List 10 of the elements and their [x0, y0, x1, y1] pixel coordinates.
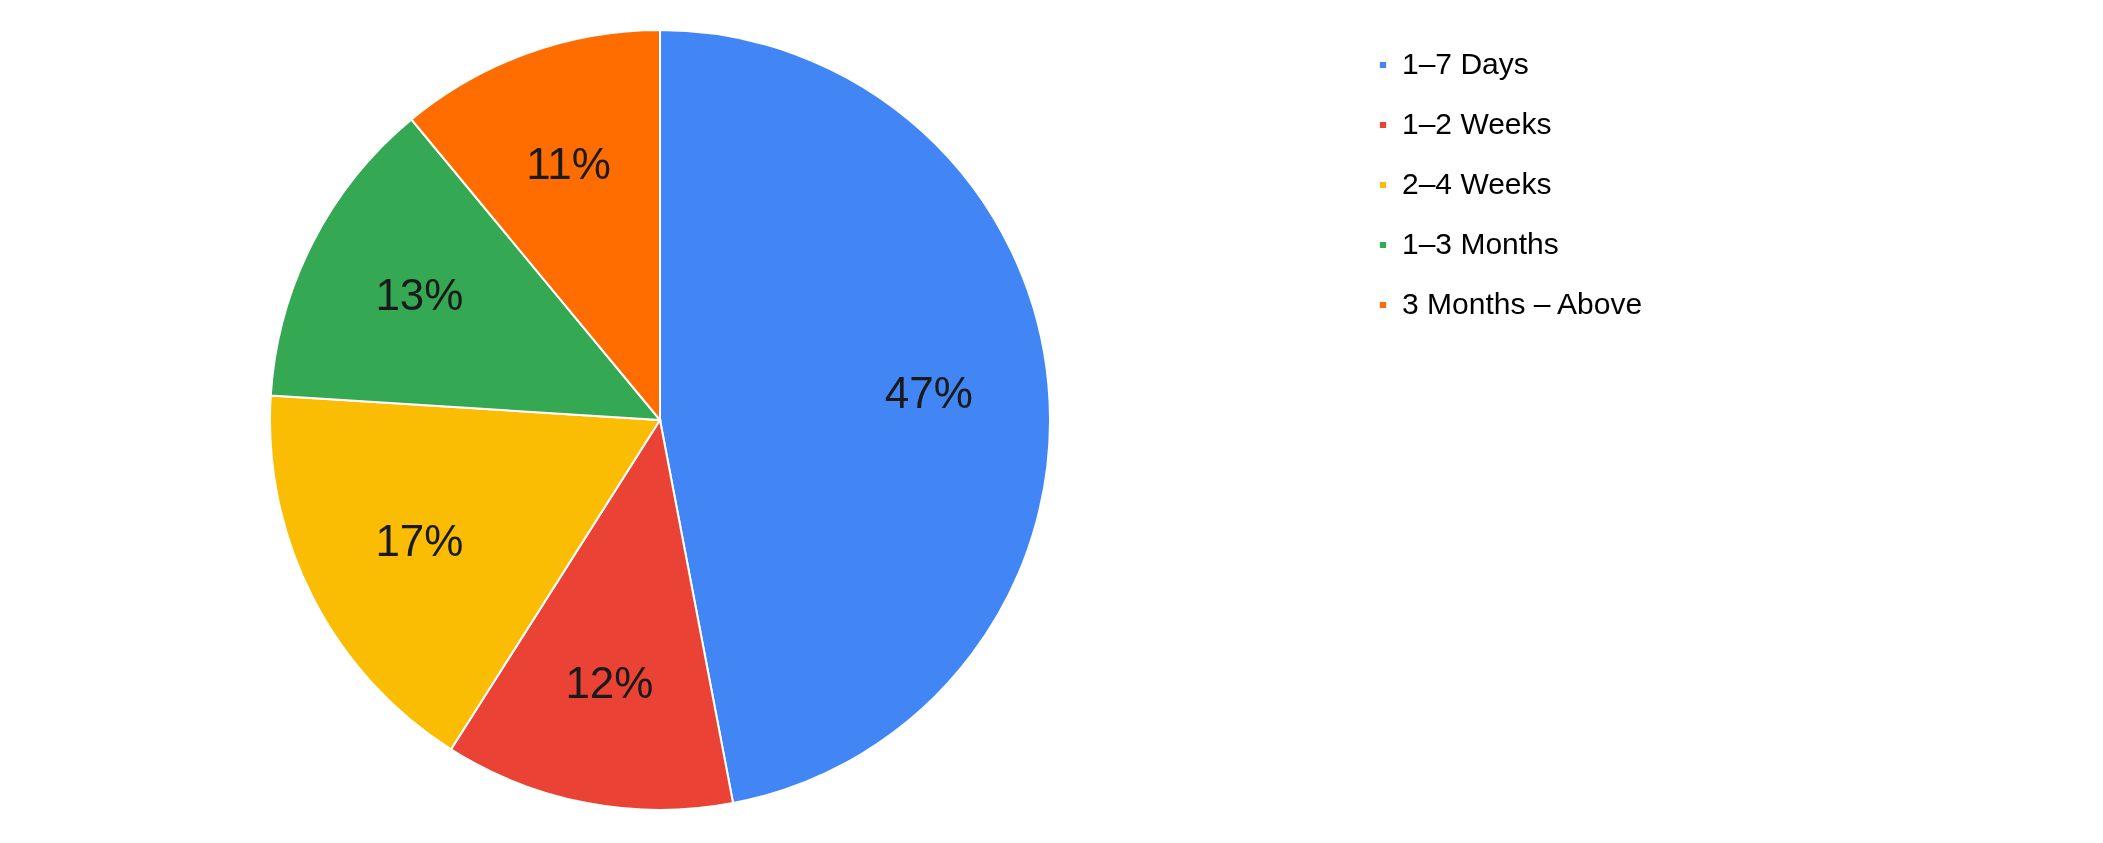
legend-label: 1–2 Weeks — [1402, 107, 1552, 140]
legend-label: 1–3 Months — [1402, 227, 1559, 260]
legend-label: 3 Months – Above — [1402, 287, 1643, 320]
data-label: 13% — [375, 270, 464, 320]
data-label: 17% — [375, 515, 464, 565]
legend-label: 2–4 Weeks — [1402, 167, 1552, 200]
legend-label: 1–7 Days — [1402, 47, 1529, 80]
data-label: 12% — [565, 658, 654, 708]
data-label: 47% — [884, 367, 973, 417]
data-label: 11% — [526, 138, 611, 188]
